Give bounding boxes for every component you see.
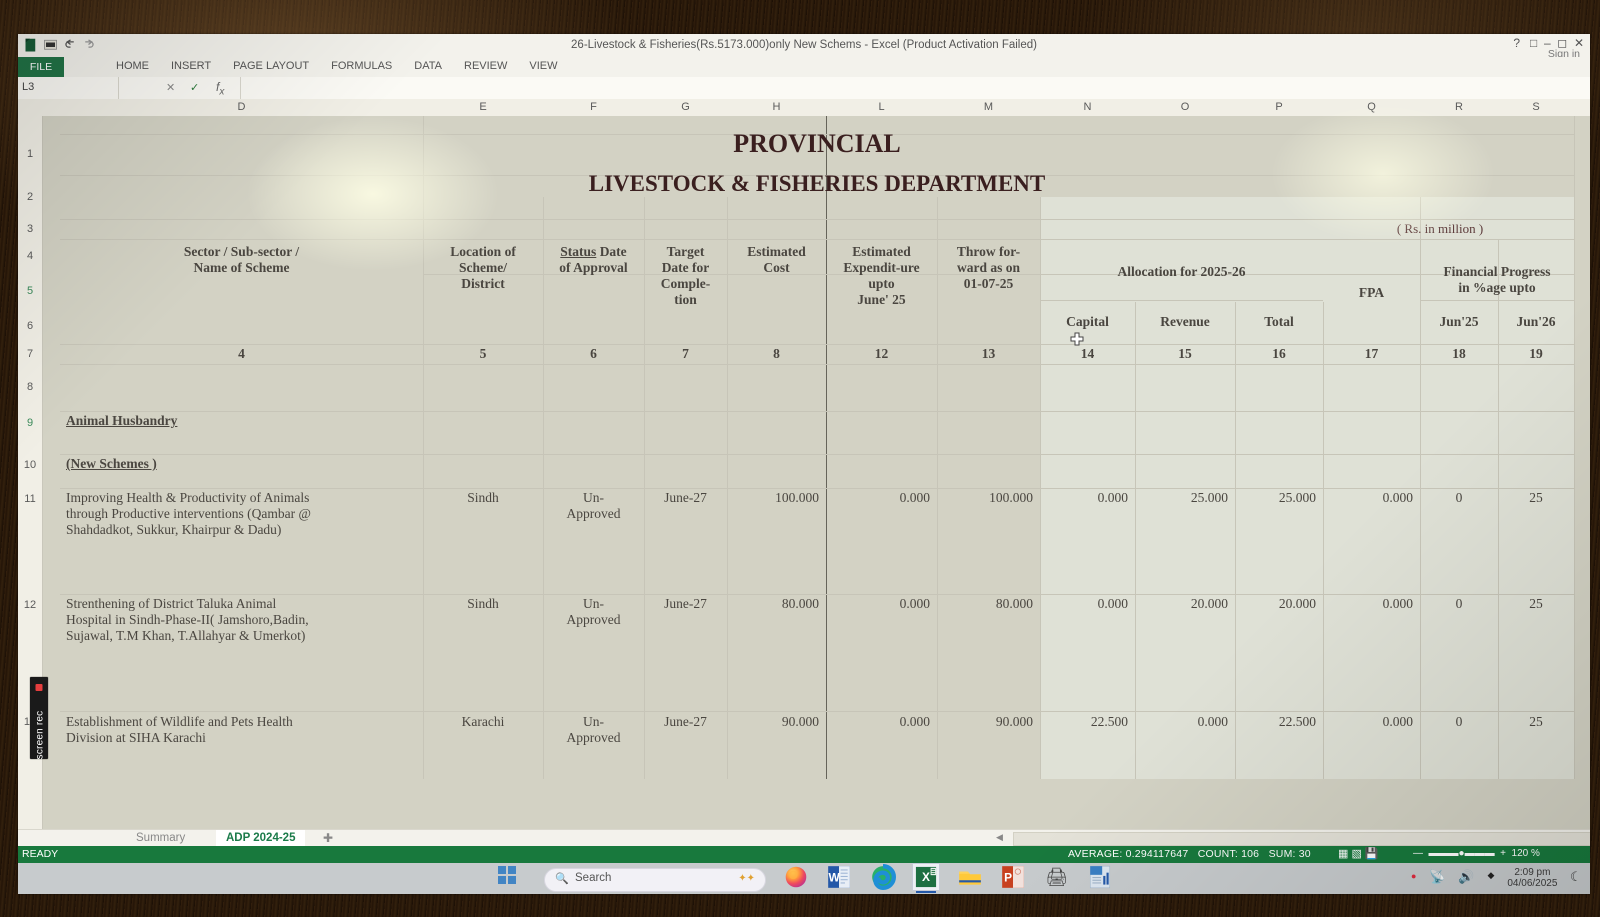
svg-text:X: X: [922, 870, 930, 884]
svg-text:P: P: [1004, 870, 1012, 884]
svg-text:W: W: [829, 870, 841, 884]
